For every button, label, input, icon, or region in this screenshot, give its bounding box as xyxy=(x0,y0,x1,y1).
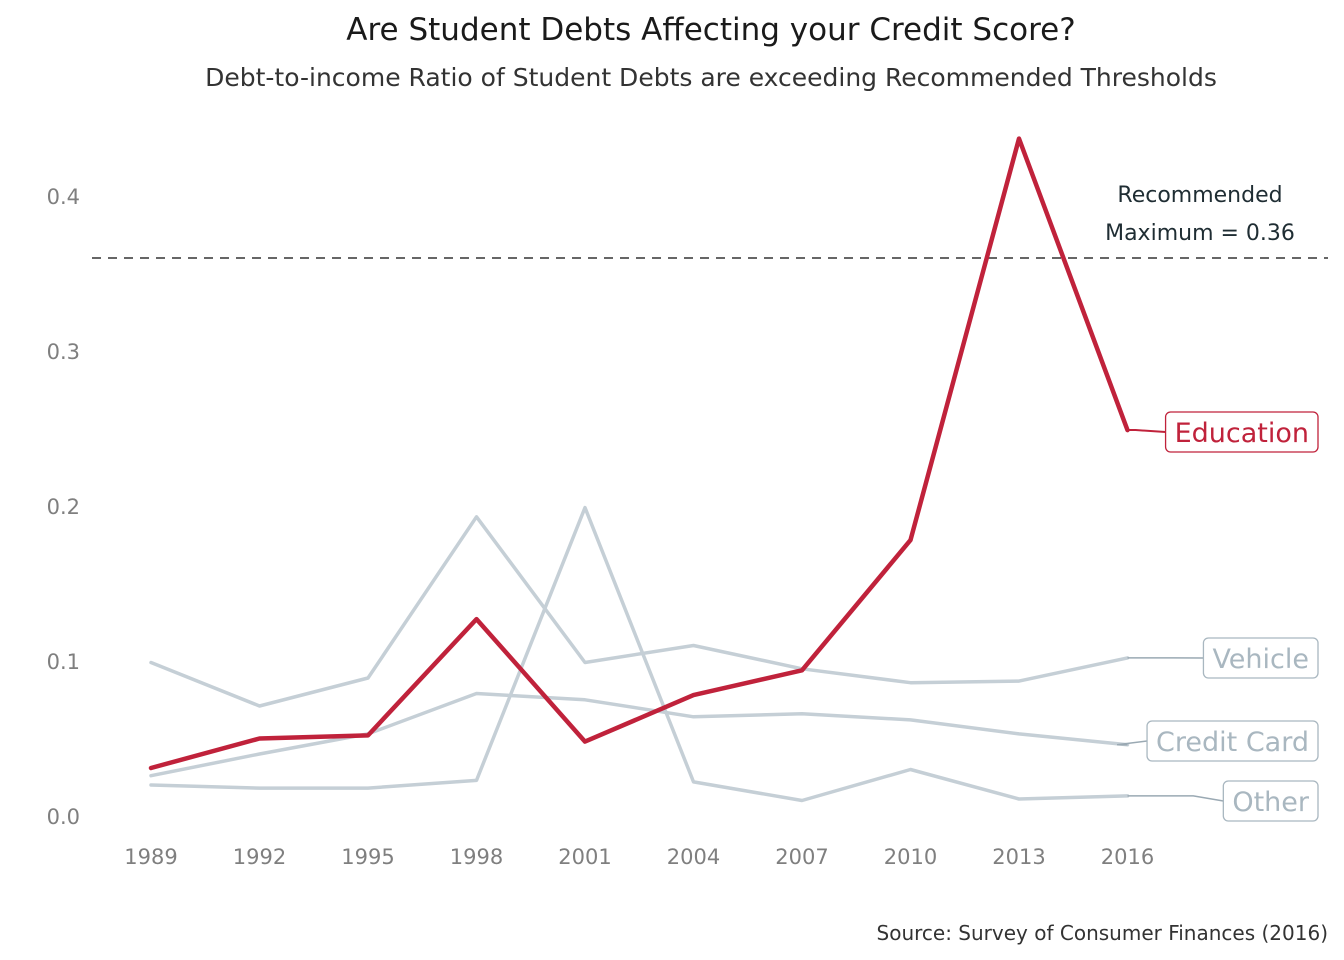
series-label-box xyxy=(1202,637,1319,679)
series-label-education: Education xyxy=(1127,411,1319,453)
series-label-connector xyxy=(1116,740,1148,746)
series-label-box xyxy=(1164,411,1319,453)
source-note: Source: Survey of Consumer Finances (201… xyxy=(877,921,1328,945)
series-line-other xyxy=(149,505,1130,803)
series-label-text: Credit Card xyxy=(1156,727,1309,758)
y-tick-label: 0.1 xyxy=(47,650,80,674)
series-line-vehicle xyxy=(149,515,1130,708)
series-label-box xyxy=(1222,780,1319,822)
x-tick-label: 2016 xyxy=(1101,845,1154,869)
series-label-connector xyxy=(1127,429,1166,433)
series-label-other: Other xyxy=(1127,780,1319,822)
chart-title: Are Student Debts Affecting your Credit … xyxy=(346,12,1075,48)
series-label-box xyxy=(1146,720,1319,762)
x-tick-label: 2004 xyxy=(667,845,720,869)
y-tick-label: 0.2 xyxy=(47,495,80,519)
series-labels: Vehicle Credit Card Other Education xyxy=(1116,411,1319,822)
chart-subtitle: Debt-to-income Ratio of Student Debts ar… xyxy=(205,63,1217,92)
series-label-text: Other xyxy=(1232,787,1310,818)
x-tick-label: 1998 xyxy=(450,845,503,869)
series-label-text: Vehicle xyxy=(1212,644,1309,675)
y-tick-label: 0.0 xyxy=(47,805,80,829)
x-tick-label: 1992 xyxy=(233,845,286,869)
x-axis: 1989 1992 1995 1998 2001 2004 2007 2010 2013 2016 xyxy=(124,845,1154,869)
series-layer xyxy=(148,136,1130,803)
x-tick-label: 2007 xyxy=(775,845,828,869)
series-label-vehicle: Vehicle xyxy=(1127,637,1319,679)
series-label-credit-card: Credit Card xyxy=(1116,720,1319,762)
reference-label-line2: Maximum = 0.36 xyxy=(1105,221,1295,246)
x-tick-label: 2001 xyxy=(558,845,611,869)
x-tick-label: 1989 xyxy=(124,845,177,869)
y-axis: 0.0 0.1 0.2 0.3 0.4 xyxy=(47,185,80,829)
x-tick-label: 1995 xyxy=(341,845,394,869)
y-tick-label: 0.4 xyxy=(47,185,80,209)
series-label-text: Education xyxy=(1175,418,1309,449)
series-line-credit-card xyxy=(149,691,1130,778)
x-tick-label: 2010 xyxy=(884,845,937,869)
y-tick-label: 0.3 xyxy=(47,340,80,364)
series-label-connector xyxy=(1127,795,1224,802)
reference-label-line1: Recommended xyxy=(1117,183,1282,208)
x-tick-label: 2013 xyxy=(992,845,1045,869)
series-line-education xyxy=(148,136,1130,771)
